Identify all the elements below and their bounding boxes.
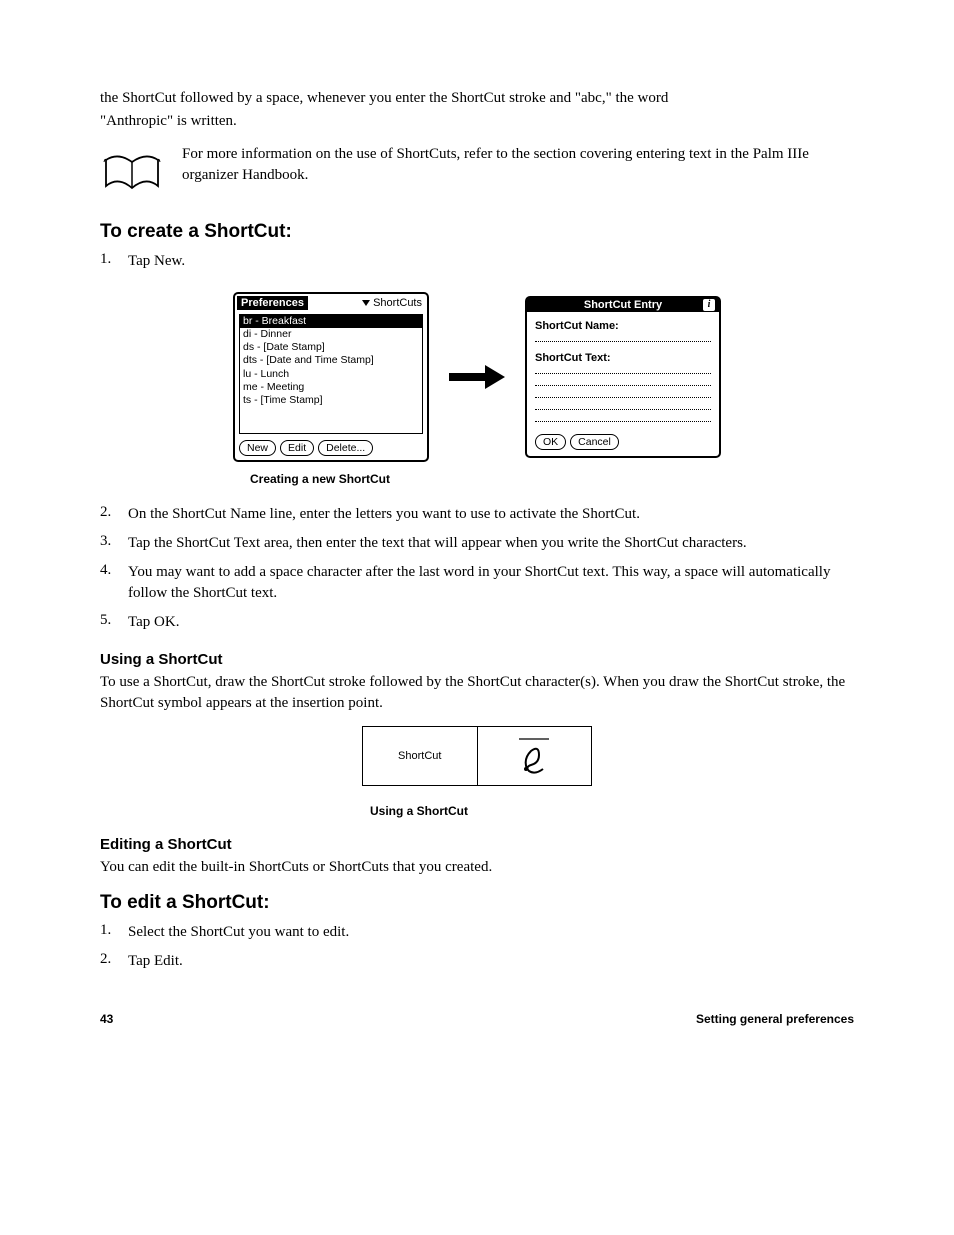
shortcut-text-input[interactable] — [535, 412, 711, 422]
delete-button[interactable]: Delete... — [318, 440, 373, 456]
shortcut-stroke-figure: ShortCut — [362, 726, 592, 786]
figure-shortcut: Preferences ShortCuts br - Breakfast di … — [100, 292, 854, 462]
entry-title: ShortCut Entry — [584, 299, 662, 311]
step-text-5: Tap OK. — [128, 612, 179, 633]
list-item[interactable]: me - Meeting — [240, 381, 422, 394]
book-note: For more information on the use of Short… — [100, 144, 854, 201]
list-item[interactable]: ts - [Time Stamp] — [240, 394, 422, 407]
shortcut-stroke-icon — [509, 733, 559, 779]
using-shortcut-heading: Using a ShortCut — [100, 651, 854, 668]
info-icon[interactable]: i — [703, 299, 715, 311]
shortcut-entry-window: ShortCut Entry i ShortCut Name: ShortCut… — [525, 296, 721, 458]
figure-caption-1: Creating a new ShortCut — [250, 472, 854, 486]
arrow-right-icon — [449, 365, 505, 389]
step-text-3: Tap the ShortCut Text area, then enter t… — [128, 533, 747, 554]
intro-line2: "Anthropic" is written. — [100, 111, 854, 132]
step-num-2: 2. — [100, 504, 116, 525]
step-num-1: 1. — [100, 251, 116, 272]
editing-shortcut-text: You can edit the built-in ShortCuts or S… — [100, 857, 854, 878]
heading-create-shortcut: To create a ShortCut: — [100, 221, 854, 243]
list-item[interactable]: br - Breakfast — [240, 315, 422, 328]
step-num-5: 5. — [100, 612, 116, 633]
step-num-3: 3. — [100, 533, 116, 554]
shortcut-name-input[interactable] — [535, 332, 711, 342]
list-item[interactable]: di - Dinner — [240, 328, 422, 341]
edit-button[interactable]: Edit — [280, 440, 314, 456]
step-num-4: 4. — [100, 562, 116, 604]
list-item[interactable]: ds - [Date Stamp] — [240, 341, 422, 354]
new-button[interactable]: New — [239, 440, 276, 456]
shortcut-text-input[interactable] — [535, 388, 711, 398]
stroke-label: ShortCut — [398, 750, 441, 762]
cancel-button[interactable]: Cancel — [570, 434, 619, 450]
heading-edit-shortcut: To edit a ShortCut: — [100, 892, 854, 914]
step-text-2: On the ShortCut Name line, enter the let… — [128, 504, 640, 525]
shortcut-text-input[interactable] — [535, 376, 711, 386]
book-icon — [100, 148, 164, 201]
step-text-1: Tap New. — [128, 251, 185, 272]
shortcut-list[interactable]: br - Breakfast di - Dinner ds - [Date St… — [239, 314, 423, 434]
shortcut-text-input[interactable] — [535, 364, 711, 374]
ok-button[interactable]: OK — [535, 434, 566, 450]
step-text-4: You may want to add a space character af… — [128, 562, 854, 604]
chevron-down-icon — [362, 300, 370, 306]
shortcut-text-input[interactable] — [535, 400, 711, 410]
prefs-dropdown[interactable]: ShortCuts — [362, 297, 425, 309]
list-item[interactable]: lu - Lunch — [240, 368, 422, 381]
preferences-window: Preferences ShortCuts br - Breakfast di … — [233, 292, 429, 462]
using-shortcut-text: To use a ShortCut, draw the ShortCut str… — [100, 672, 854, 714]
intro-line1: the ShortCut followed by a space, whenev… — [100, 88, 854, 109]
list-item[interactable]: dts - [Date and Time Stamp] — [240, 354, 422, 367]
book-note-text: For more information on the use of Short… — [182, 144, 854, 186]
step-text-e1: Select the ShortCut you want to edit. — [128, 922, 349, 943]
shortcut-text-label: ShortCut Text: — [535, 352, 711, 364]
prefs-dropdown-label: ShortCuts — [373, 297, 422, 309]
page-number: 43 — [100, 1012, 113, 1026]
footer-label: Setting general preferences — [696, 1012, 854, 1026]
step-num-e2: 2. — [100, 951, 116, 972]
figure-caption-2: Using a ShortCut — [370, 804, 854, 818]
shortcut-name-label: ShortCut Name: — [535, 320, 711, 332]
prefs-title: Preferences — [237, 296, 308, 310]
step-text-e2: Tap Edit. — [128, 951, 183, 972]
step-num-e1: 1. — [100, 922, 116, 943]
editing-shortcut-heading: Editing a ShortCut — [100, 836, 854, 853]
